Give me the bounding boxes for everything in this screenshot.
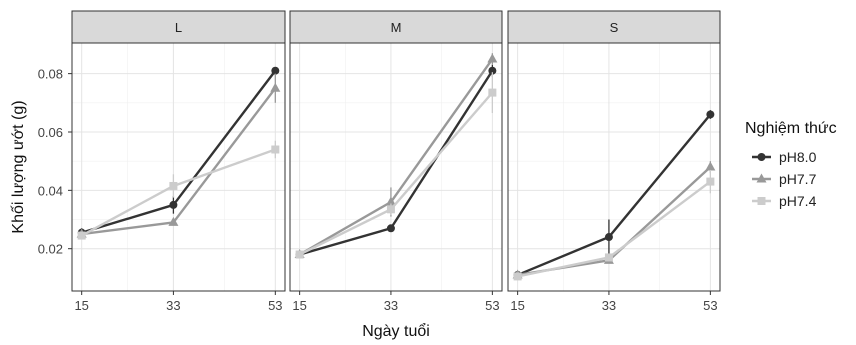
point-pH7.4-S (604, 253, 613, 262)
point-pH7.4-L (271, 145, 280, 154)
legend-label-pH7.4: pH7.4 (779, 193, 817, 209)
legend-key-marker-pH8.0 (757, 153, 766, 161)
y-tick-label: 0.08 (38, 67, 63, 82)
panel-background-L (72, 43, 285, 291)
legend-title: Nghiệm thức (745, 120, 837, 137)
facet-label-S: S (610, 20, 619, 35)
facet-label-M: M (391, 20, 402, 35)
legend-label-pH7.7: pH7.7 (779, 171, 817, 187)
legend-label-pH8.0: pH8.0 (779, 149, 817, 165)
point-pH8.0-S (604, 233, 613, 242)
point-pH8.0-M (488, 66, 497, 75)
point-pH7.4-M (488, 88, 497, 97)
point-pH7.4-L (77, 231, 86, 240)
facet-label-L: L (175, 20, 182, 35)
x-tick-label: 15 (74, 298, 88, 313)
panel-border-L (71, 42, 286, 292)
panel-border-M (289, 42, 503, 292)
y-tick-label: 0.02 (38, 242, 63, 257)
x-tick-label: 53 (268, 298, 282, 313)
facet-strip-L (71, 10, 286, 44)
facet-strip-M (289, 10, 503, 44)
point-pH7.4-S (706, 177, 715, 186)
point-pH7.4-S (513, 272, 522, 281)
point-pH7.7-M (487, 53, 498, 63)
x-tick-label: 33 (602, 298, 616, 313)
panel-border-S (507, 42, 721, 292)
x-axis-label: Ngày tuổi (362, 322, 430, 340)
legend-key-marker-pH7.7 (756, 173, 767, 183)
x-tick-label: 33 (166, 298, 180, 313)
x-tick-label: 33 (384, 298, 398, 313)
x-tick-label: 53 (485, 298, 499, 313)
panel-background-S (508, 43, 720, 291)
point-pH7.7-L (270, 82, 281, 92)
x-tick-label: 15 (292, 298, 306, 313)
y-tick-label: 0.04 (38, 183, 63, 198)
x-tick-label: 53 (703, 298, 717, 313)
point-pH8.0-S (706, 110, 715, 119)
y-axis-label: Khối lượng ướt (g) (10, 100, 27, 233)
point-pH8.0-L (271, 66, 280, 75)
point-pH7.7-M (385, 196, 396, 206)
point-pH7.4-M (386, 205, 395, 214)
point-pH7.7-S (705, 161, 716, 171)
point-pH8.0-L (169, 200, 178, 209)
point-pH7.7-L (168, 216, 179, 226)
panel-background-M (290, 43, 502, 291)
legend-key-marker-pH7.4 (757, 197, 766, 205)
facet-strip-S (507, 10, 721, 44)
point-pH7.4-L (169, 181, 178, 190)
y-tick-label: 0.06 (38, 125, 63, 140)
point-pH8.0-M (386, 224, 395, 233)
x-tick-label: 15 (510, 298, 524, 313)
point-pH7.4-M (295, 250, 304, 259)
